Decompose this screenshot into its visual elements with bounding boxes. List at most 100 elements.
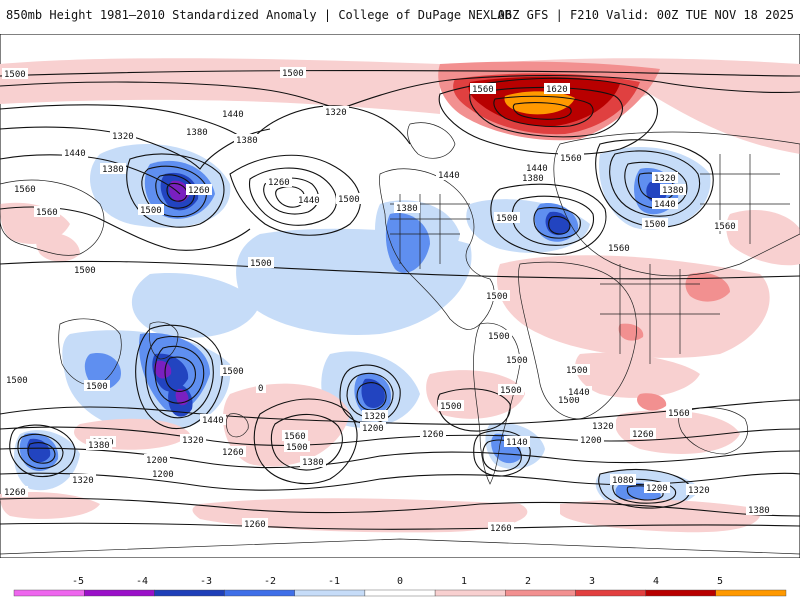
contour-label: 1560 xyxy=(668,409,690,419)
contour-label: 1440 xyxy=(202,416,224,426)
map-svg: 1500 1500 1440 1320 1380 1320 1380 1440 … xyxy=(0,34,800,558)
legend-tick-label: 1 xyxy=(461,576,467,587)
legend-tick-label: 4 xyxy=(653,576,659,587)
contour-label: 1080 xyxy=(612,476,634,486)
contour-label: 1440 xyxy=(654,200,676,210)
legend-tick-label: -5 xyxy=(72,576,84,587)
contour-label: 1320 xyxy=(112,132,134,142)
legend-swatch xyxy=(154,589,225,597)
contour-label: 1320 xyxy=(364,412,386,422)
legend-svg: -5 -4 -3 -2 -1 0 1 2 3 4 5 xyxy=(13,576,787,597)
contour-label: 1500 xyxy=(338,195,360,205)
contour-label: 1320 xyxy=(325,108,347,118)
contour-label: 1500 xyxy=(6,376,28,386)
contour-label: 1500 xyxy=(74,266,96,276)
contour-label: 1260 xyxy=(490,524,512,534)
legend-swatch xyxy=(505,589,576,597)
contour-label: 1440 xyxy=(438,171,460,181)
contour-label: 1500 xyxy=(440,402,462,412)
contour-label: 1440 xyxy=(222,110,244,120)
contour-label: 1380 xyxy=(236,136,258,146)
contour-label: 1260 xyxy=(268,178,290,188)
contour-label: 1500 xyxy=(644,220,666,230)
contour-labels: 1500 1500 1440 1320 1380 1320 1380 1440 … xyxy=(2,67,772,534)
contour-label: 1500 xyxy=(500,386,522,396)
legend-swatch xyxy=(645,589,716,597)
anomaly-negative-4 xyxy=(153,180,190,406)
contour-label: 1500 xyxy=(86,382,108,392)
contour-label: 1440 xyxy=(298,196,320,206)
contour-label: 1320 xyxy=(654,174,676,184)
title-bar: 850mb Height 1981–2010 Standardized Anom… xyxy=(0,0,800,34)
contour-label: 1560 xyxy=(284,432,306,442)
legend-tick-label: -4 xyxy=(136,576,148,587)
legend-bar xyxy=(13,589,787,597)
legend-tick-label: -2 xyxy=(264,576,276,587)
contour-label: 1560 xyxy=(14,185,36,195)
legend-swatch xyxy=(13,589,85,597)
model-run-info: 06Z GFS | F210 Valid: 00Z TUE NOV 18 202… xyxy=(497,8,794,22)
legend-swatch xyxy=(575,589,646,597)
contour-label: 1620 xyxy=(546,85,568,95)
contour-label: 1500 xyxy=(222,367,244,377)
legend-tick-label: -3 xyxy=(200,576,212,587)
contour-label: 1500 xyxy=(4,70,26,80)
contour-label: 1320 xyxy=(688,486,710,496)
contour-label: 1320 xyxy=(592,422,614,432)
contour-label: 1260 xyxy=(188,186,210,196)
contour-label: 1500 xyxy=(566,366,588,376)
legend-swatch xyxy=(715,589,787,597)
contour-label: 1380 xyxy=(186,128,208,138)
legend-tick-label: 0 xyxy=(397,576,403,587)
contour-label: 1200 xyxy=(146,456,168,466)
contour-label: 1560 xyxy=(472,85,494,95)
legend-ticks: -5 -4 -3 -2 -1 0 1 2 3 4 5 xyxy=(72,576,723,587)
contour-label: 1380 xyxy=(748,506,770,516)
contour-label: 1500 xyxy=(506,356,528,366)
contour-label: 1440 xyxy=(568,388,590,398)
contour-label: 1200 xyxy=(646,484,668,494)
map-title: 850mb Height 1981–2010 Standardized Anom… xyxy=(6,8,512,22)
legend-swatch xyxy=(83,589,155,597)
contour-label: 1560 xyxy=(714,222,736,232)
legend-tick-label: 2 xyxy=(525,576,531,587)
contour-label: 1380 xyxy=(302,458,324,468)
contour-label: 1140 xyxy=(506,438,528,448)
legend-tick-label: 3 xyxy=(589,576,595,587)
contour-label: 1380 xyxy=(396,204,418,214)
contour-label: 1260 xyxy=(222,448,244,458)
contour-label: 1380 xyxy=(88,441,110,451)
contour-label: 1500 xyxy=(496,214,518,224)
contour-label: 1500 xyxy=(286,443,308,453)
legend-tick-label: -1 xyxy=(328,576,340,587)
contour-label: 1380 xyxy=(662,186,684,196)
contour-label: 1560 xyxy=(36,208,58,218)
contour-label: 1320 xyxy=(182,436,204,446)
contour-label: 1440 xyxy=(526,164,548,174)
legend-swatch xyxy=(294,589,366,597)
contour-label: 1200 xyxy=(152,470,174,480)
legend-swatch xyxy=(364,589,436,597)
contour-label: 1500 xyxy=(282,69,304,79)
contour-label: 1500 xyxy=(488,332,510,342)
contour-label: 0 xyxy=(258,384,263,394)
contour-label: 1260 xyxy=(4,488,26,498)
contour-label: 1500 xyxy=(140,206,162,216)
contour-label: 1260 xyxy=(632,430,654,440)
contour-label: 1320 xyxy=(72,476,94,486)
contour-label: 1440 xyxy=(64,149,86,159)
contour-label: 1560 xyxy=(608,244,630,254)
contour-label: 1200 xyxy=(362,424,384,434)
contour-label: 1200 xyxy=(580,436,602,446)
color-scale-legend: -5 -4 -3 -2 -1 0 1 2 3 4 5 xyxy=(0,570,800,600)
contour-label: 1500 xyxy=(486,292,508,302)
contour-label: 1380 xyxy=(102,165,124,175)
contour-label: 1260 xyxy=(422,430,444,440)
map-frame: 1500 1500 1440 1320 1380 1320 1380 1440 … xyxy=(0,34,800,558)
contour-label: 1500 xyxy=(250,259,272,269)
legend-swatch xyxy=(224,589,295,597)
contour-label: 1260 xyxy=(244,520,266,530)
legend-swatch xyxy=(434,589,506,597)
height-contours xyxy=(0,69,800,530)
contour-label: 1500 xyxy=(558,396,580,406)
